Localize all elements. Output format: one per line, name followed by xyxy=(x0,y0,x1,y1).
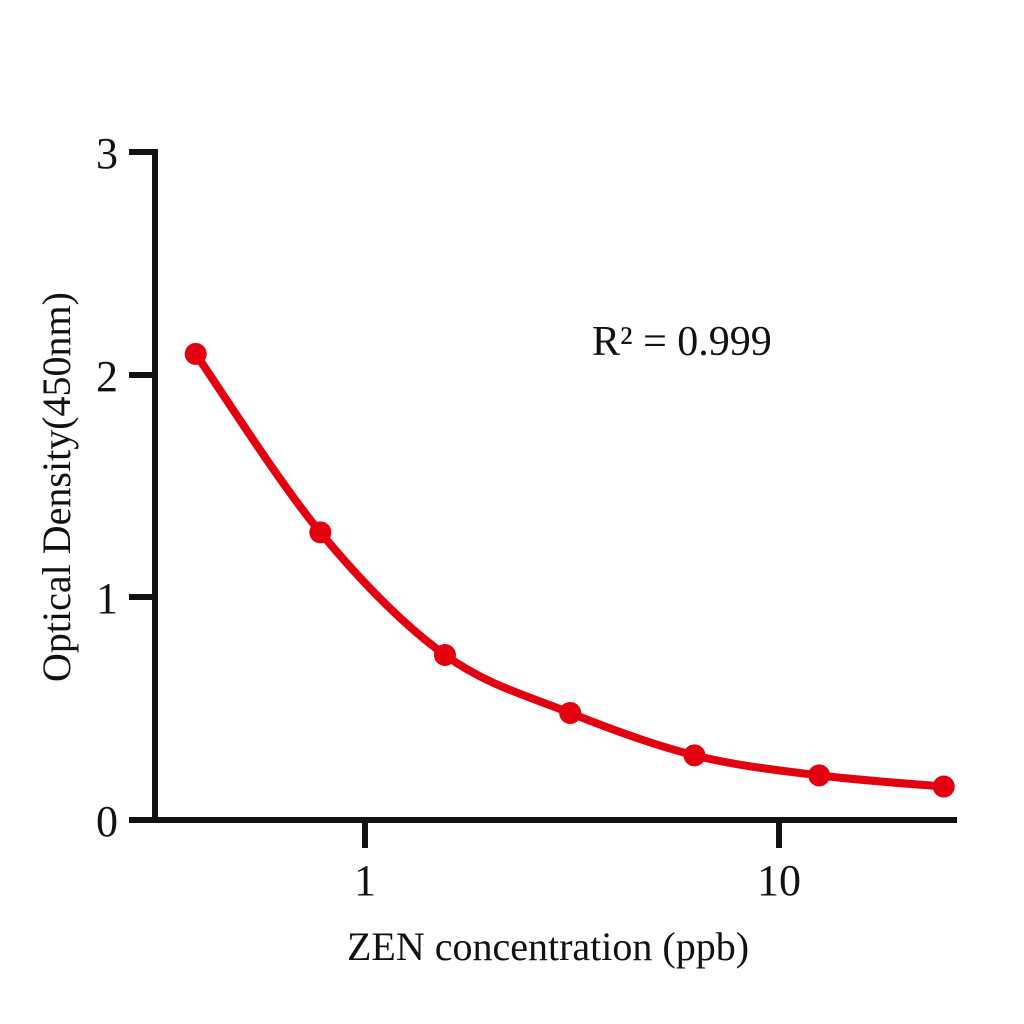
y-tick-label-0: 0 xyxy=(96,797,118,846)
data-point xyxy=(309,521,332,544)
data-point xyxy=(808,764,831,787)
y-tick-label-1: 1 xyxy=(96,574,118,623)
y-tick-label-2: 2 xyxy=(96,352,118,401)
data-point xyxy=(433,643,456,666)
x-tick-label-10: 10 xyxy=(757,856,801,905)
data-series-markers xyxy=(184,342,955,798)
data-point xyxy=(559,701,582,724)
data-point xyxy=(184,342,207,365)
data-point xyxy=(932,775,955,798)
y-tick-label-3: 3 xyxy=(96,129,118,178)
y-axis-title: Optical Density(450nm) xyxy=(34,292,79,682)
data-point xyxy=(683,744,706,767)
r-squared-annotation: R² = 0.999 xyxy=(592,319,772,365)
x-axis-title: ZEN concentration (ppb) xyxy=(347,924,749,969)
x-tick-label-1: 1 xyxy=(354,856,376,905)
